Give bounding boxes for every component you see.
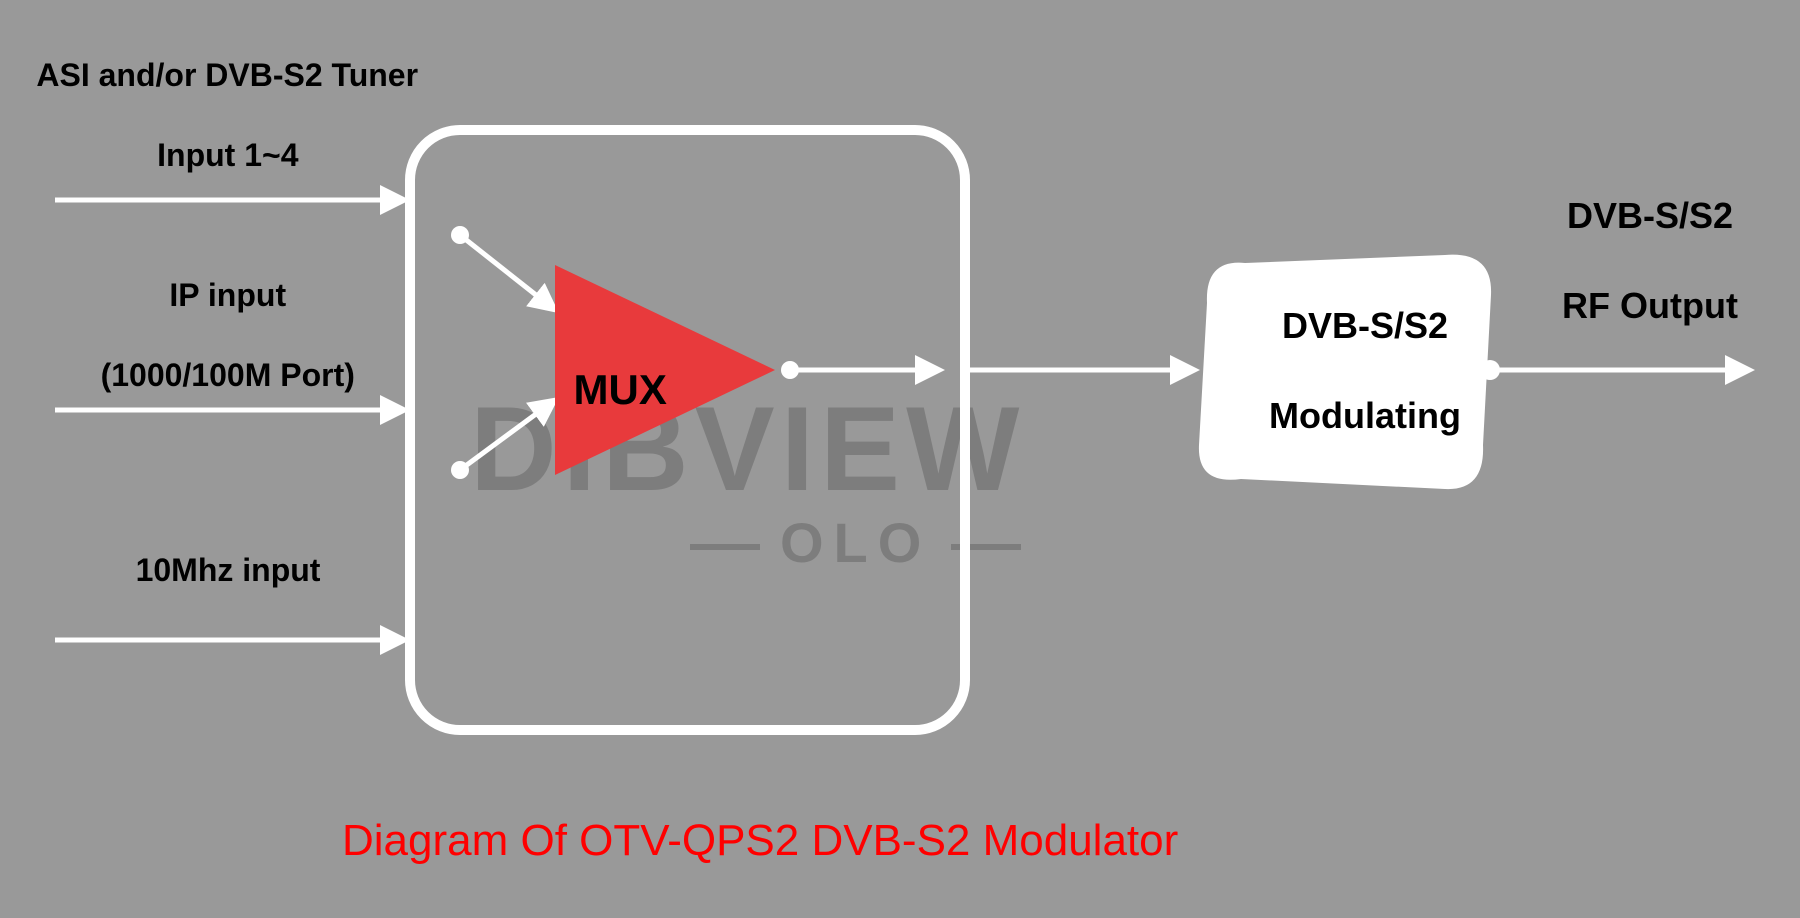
label-input-ip-line1: IP input	[169, 277, 286, 313]
label-modulator-line1: DVB-S/S2	[1282, 305, 1448, 346]
label-input-10mhz-line1: 10Mhz input	[136, 552, 321, 588]
label-input-10mhz: 10Mhz input	[100, 510, 320, 630]
label-modulator-line2: Modulating	[1269, 395, 1461, 436]
label-modulator: DVB-S/S2 Modulating	[1229, 258, 1461, 483]
label-output-line1: DVB-S/S2	[1567, 195, 1733, 236]
label-input-asi: ASI and/or DVB-S2 Tuner Input 1~4	[2, 15, 418, 215]
mux-in-top-line	[460, 235, 555, 310]
label-input-asi-line2: Input 1~4	[157, 137, 298, 173]
label-mux: MUX	[574, 364, 667, 417]
mux-in-bot-line	[460, 400, 555, 470]
label-output-line2: RF Output	[1562, 285, 1738, 326]
label-output: DVB-S/S2 RF Output	[1522, 148, 1738, 373]
diagram-caption: Diagram Of OTV-QPS2 DVB-S2 Modulator	[342, 813, 1178, 868]
label-input-ip-line2: (1000/100M Port)	[101, 357, 355, 393]
mux-container-box	[410, 130, 965, 730]
label-input-ip: IP input (1000/100M Port)	[65, 235, 355, 435]
label-input-asi-line1: ASI and/or DVB-S2 Tuner	[36, 57, 418, 93]
